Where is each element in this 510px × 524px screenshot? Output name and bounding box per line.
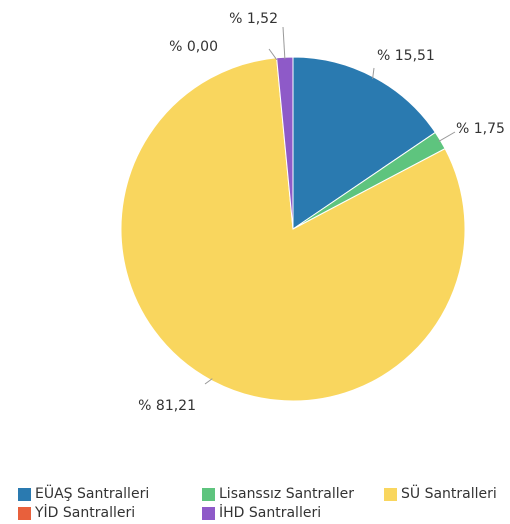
slice-label-ihd-santralleri: % 1,52 [229, 11, 278, 27]
legend-label-euas: EÜAŞ Santralleri [35, 486, 150, 502]
leader-line-ihd-santralleri [282, 26, 286, 60]
legend-swatch-ihd [202, 506, 215, 520]
slice-label-su-santralleri: % 81,21 [138, 398, 196, 414]
leader-line-su-santralleri [204, 378, 213, 385]
legend-swatch-yid [18, 506, 31, 520]
slice-labels: % 15,51 % 1,75 % 81,21 % 0,00 % 1,52 [138, 11, 505, 414]
legend-label-ihd: İHD Santralleri [219, 505, 322, 521]
label-leader-lines [204, 26, 456, 385]
legend-item-yid[interactable]: YİD Santralleri [18, 505, 135, 521]
pie-slice-su-santralleri[interactable] [120, 57, 466, 402]
leader-line-yid-santralleri [268, 48, 278, 61]
slice-label-lisanssiz-santraller: % 1,75 [456, 121, 505, 137]
legend-swatch-lisanssiz [202, 487, 215, 501]
legend-item-lisanssiz[interactable]: Lisanssız Santraller [202, 486, 354, 502]
pie-chart-svg: % 15,51 % 1,75 % 81,21 % 0,00 % 1,52 [120, 11, 505, 414]
legend-item-su[interactable]: SÜ Santralleri [384, 486, 497, 502]
legend-label-su: SÜ Santralleri [401, 486, 497, 502]
legend-item-euas[interactable]: EÜAŞ Santralleri [18, 486, 149, 502]
legend-label-lisanssiz: Lisanssız Santraller [219, 486, 355, 502]
pie-slices [120, 56, 466, 402]
slice-label-euas-santralleri: % 15,51 [377, 48, 435, 64]
slice-label-yid-santralleri: % 0,00 [169, 39, 218, 55]
leader-line-lisanssiz-santraller [438, 131, 456, 142]
legend-swatch-su [384, 487, 397, 501]
legend-item-ihd[interactable]: İHD Santralleri [202, 505, 321, 521]
pie-slice-euas-santralleri[interactable] [292, 56, 437, 230]
legend-swatch-euas [18, 487, 31, 501]
legend-label-yid: YİD Santralleri [35, 505, 136, 521]
leader-line-euas-santralleri [372, 67, 375, 79]
